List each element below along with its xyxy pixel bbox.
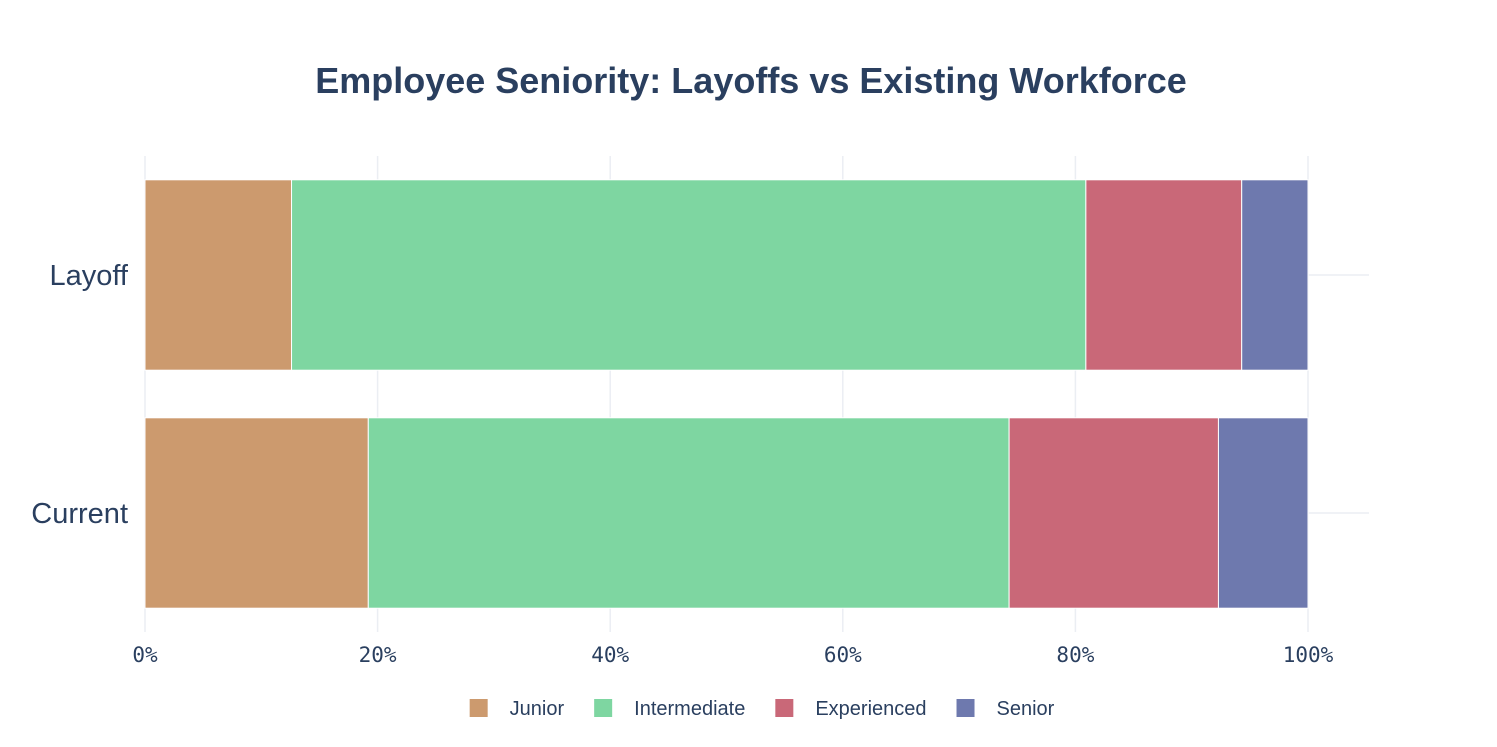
legend-item-experienced[interactable]: Experienced <box>775 698 927 720</box>
category-labels: Layoff Current <box>31 260 129 530</box>
legend-item-junior[interactable]: Junior <box>469 698 565 720</box>
bar-junior-layoff[interactable] <box>144 179 293 371</box>
bar-intermediate-current[interactable] <box>367 417 1010 609</box>
x-tick-label: 0% <box>132 643 158 667</box>
legend-swatch <box>594 699 613 717</box>
legend-swatch <box>775 699 794 717</box>
x-tick-label: 20% <box>359 643 397 667</box>
bar-experienced-current[interactable] <box>1008 417 1219 609</box>
x-tick-label: 60% <box>824 643 862 667</box>
legend-label: Junior <box>510 698 565 720</box>
bar-senior-layoff[interactable] <box>1241 179 1309 371</box>
legend-swatch <box>469 699 488 717</box>
legend-label: Intermediate <box>634 698 745 720</box>
bars <box>144 179 1309 609</box>
category-label: Layoff <box>50 260 129 292</box>
legend-item-intermediate[interactable]: Intermediate <box>594 698 745 720</box>
legend-item-senior[interactable]: Senior <box>956 698 1055 720</box>
category-label: Current <box>31 498 128 530</box>
x-axis-ticks: 0% 20% 40% 60% 80% 100% <box>132 643 1333 667</box>
legend-label: Senior <box>997 698 1055 720</box>
legend[interactable]: Junior Intermediate Experienced Senior <box>469 698 1055 720</box>
bar-experienced-layoff[interactable] <box>1085 179 1243 371</box>
legend-swatch <box>956 699 975 717</box>
bar-junior-current[interactable] <box>144 417 369 609</box>
x-tick-label: 80% <box>1056 643 1094 667</box>
x-tick-label: 40% <box>591 643 629 667</box>
bar-senior-current[interactable] <box>1217 417 1309 609</box>
legend-label: Experienced <box>815 698 926 720</box>
bar-intermediate-layoff[interactable] <box>291 179 1087 371</box>
x-tick-label: 100% <box>1283 643 1334 667</box>
chart-title: Employee Seniority: Layoffs vs Existing … <box>315 60 1187 101</box>
